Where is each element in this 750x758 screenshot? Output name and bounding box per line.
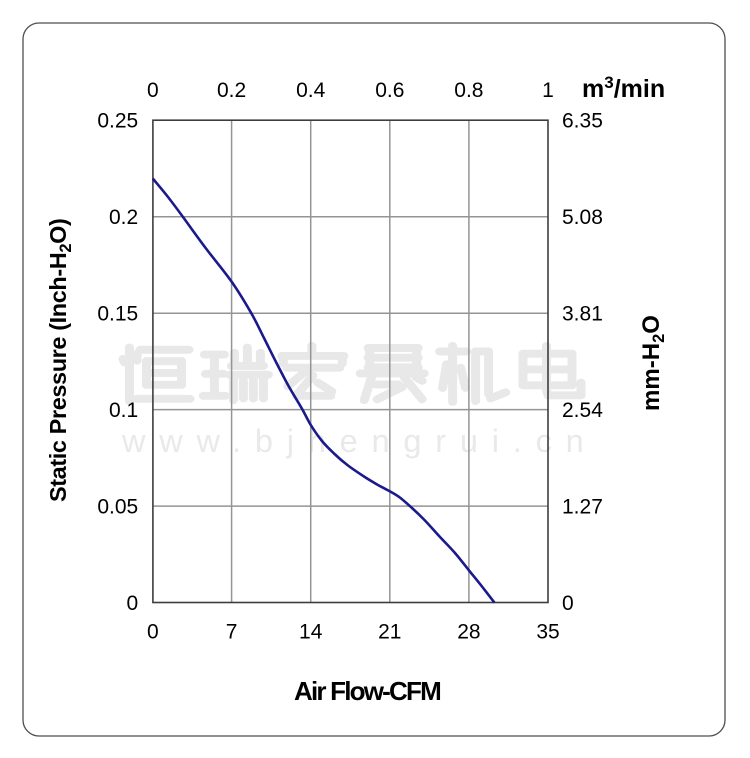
svg-text:0.25: 0.25 bbox=[97, 110, 138, 133]
svg-text:0.8: 0.8 bbox=[454, 79, 483, 102]
svg-text:0: 0 bbox=[147, 79, 159, 102]
svg-text:28: 28 bbox=[457, 621, 480, 644]
svg-text:7: 7 bbox=[226, 621, 238, 644]
svg-text:Air Flow-CFM: Air Flow-CFM bbox=[294, 676, 440, 706]
svg-text:1.27: 1.27 bbox=[562, 496, 603, 519]
svg-text:0: 0 bbox=[127, 592, 139, 615]
svg-text:0.6: 0.6 bbox=[375, 79, 404, 102]
svg-text:0.2: 0.2 bbox=[109, 206, 138, 229]
svg-text:5.08: 5.08 bbox=[562, 206, 603, 229]
svg-text:1: 1 bbox=[542, 79, 554, 102]
svg-text:14: 14 bbox=[299, 621, 323, 644]
svg-text:0.05: 0.05 bbox=[97, 496, 138, 519]
svg-text:Static Pressure (Inch-H2O): Static Pressure (Inch-H2O) bbox=[45, 219, 75, 502]
svg-text:0.15: 0.15 bbox=[97, 303, 138, 326]
svg-text:0: 0 bbox=[562, 592, 574, 615]
svg-text:mm-H2O: mm-H2O bbox=[638, 315, 668, 411]
svg-text:35: 35 bbox=[536, 621, 559, 644]
svg-text:m3/min: m3/min bbox=[582, 73, 665, 103]
svg-text:www.bjhengrui.cn: www.bjhengrui.cn bbox=[121, 423, 598, 459]
svg-text:0.4: 0.4 bbox=[296, 79, 326, 102]
svg-text:3.81: 3.81 bbox=[562, 303, 603, 326]
svg-text:2.54: 2.54 bbox=[562, 399, 603, 422]
svg-text:21: 21 bbox=[378, 621, 401, 644]
svg-text:0.1: 0.1 bbox=[109, 399, 138, 422]
svg-text:0.2: 0.2 bbox=[217, 79, 246, 102]
svg-text:0: 0 bbox=[147, 621, 159, 644]
svg-text:6.35: 6.35 bbox=[562, 110, 603, 133]
